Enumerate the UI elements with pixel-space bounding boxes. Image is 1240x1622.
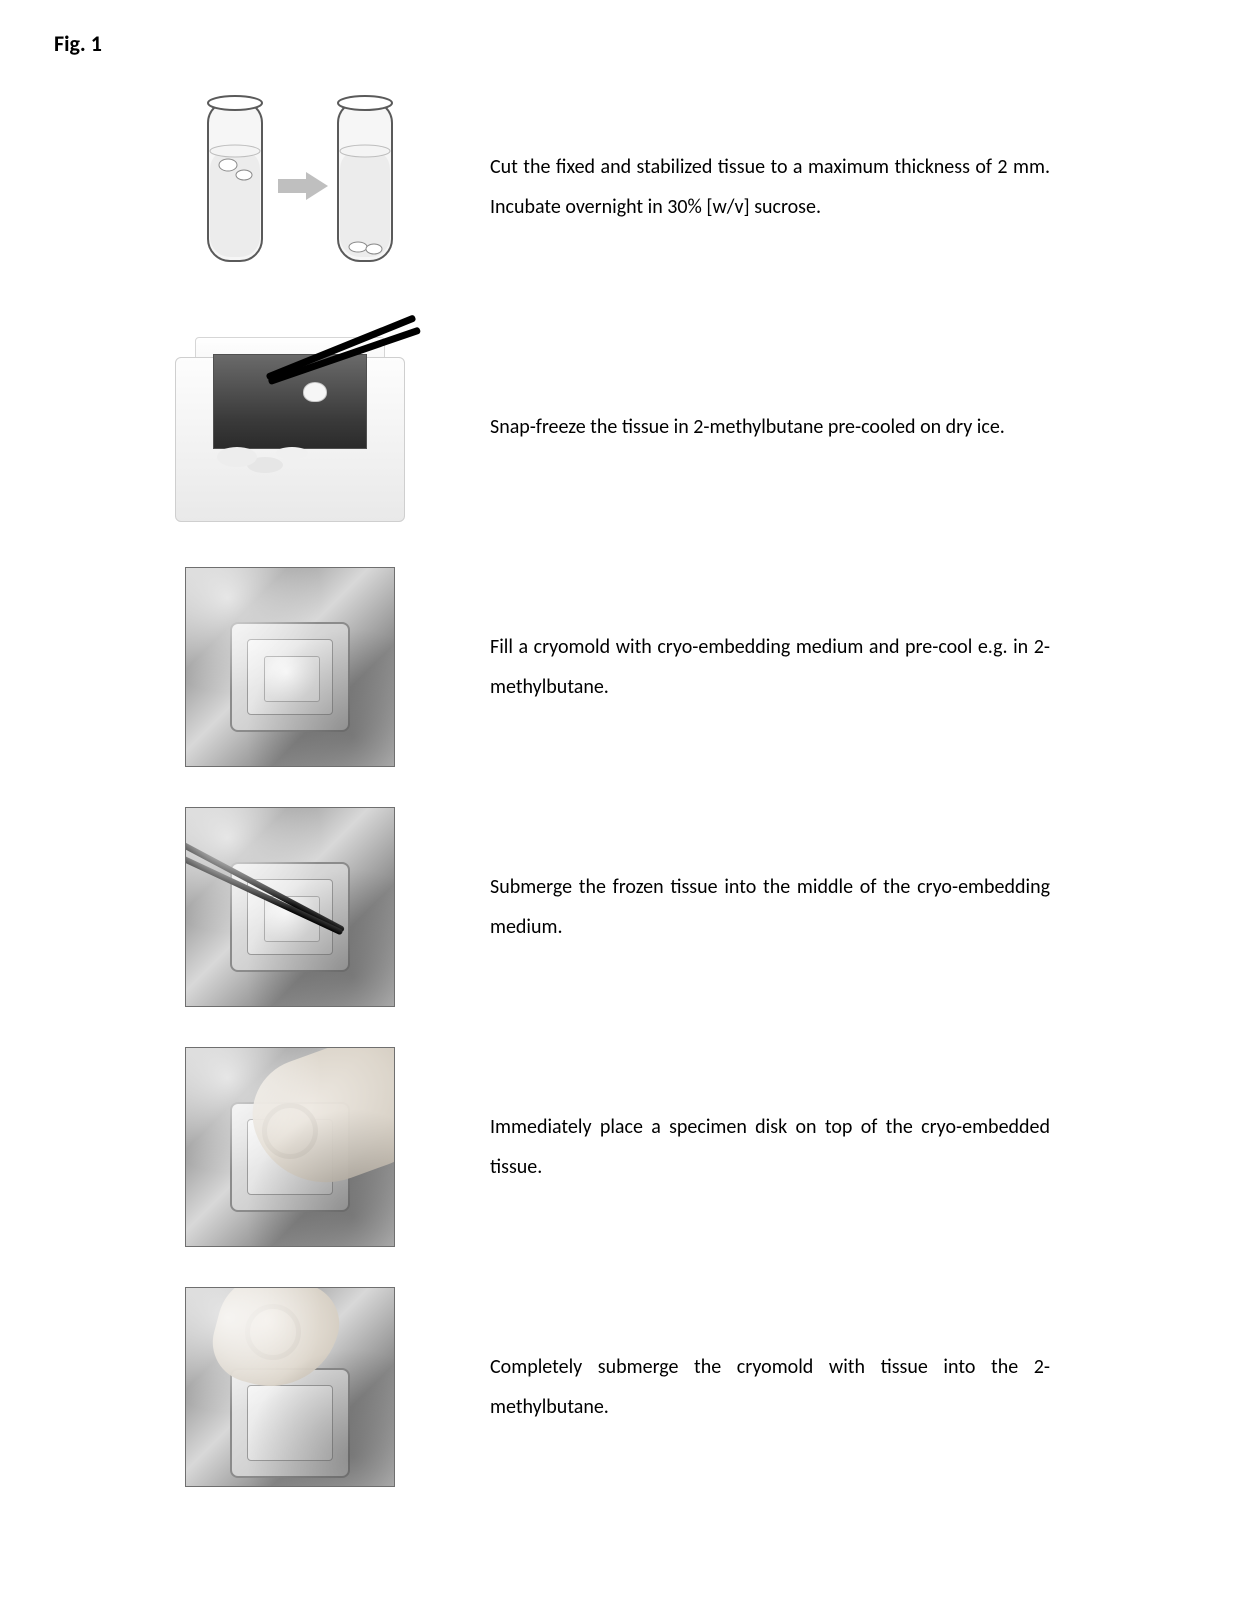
forceps-icon (185, 838, 345, 932)
styrofoam-box-icon (165, 332, 415, 522)
photo-cryomold-filled (185, 567, 395, 767)
cryomold-icon (230, 622, 350, 732)
step-6: Completely submerge the cryomold with ti… (160, 1287, 1190, 1487)
step-4: Submerge the frozen tissue into the midd… (160, 807, 1190, 1007)
cryomold-icon (230, 1368, 350, 1478)
cryomold-icon (230, 862, 350, 972)
step-1-illustration (160, 87, 420, 287)
step-3: Fill a cryomold with cryo-embedding medi… (160, 567, 1190, 767)
cryomold-icon (230, 1102, 350, 1212)
step-6-text: Completely submerge the cryomold with ti… (490, 1347, 1050, 1427)
photo-place-disk (185, 1047, 395, 1247)
specimen-disk-icon (262, 1103, 318, 1159)
step-1-text: Cut the fixed and stabilized tissue to a… (490, 147, 1050, 227)
step-3-illustration (160, 567, 420, 767)
step-2-illustration (160, 327, 420, 527)
gloved-hand-icon (204, 1287, 348, 1402)
photo-insert-tissue (185, 807, 395, 1007)
step-2: Snap-freeze the tissue in 2-methylbutane… (160, 327, 1190, 527)
gloved-hand-icon (237, 1047, 395, 1203)
step-1: Cut the fixed and stabilized tissue to a… (160, 87, 1190, 287)
steps-container: Cut the fixed and stabilized tissue to a… (160, 87, 1190, 1487)
step-6-illustration (160, 1287, 420, 1487)
step-5-illustration (160, 1047, 420, 1247)
step-4-illustration (160, 807, 420, 1007)
step-4-text: Submerge the frozen tissue into the midd… (490, 867, 1050, 947)
step-2-text: Snap-freeze the tissue in 2-methylbutane… (490, 407, 1050, 447)
figure-title: Fig. 1 (54, 30, 1190, 57)
step-5: Immediately place a specimen disk on top… (160, 1047, 1190, 1247)
step-3-text: Fill a cryomold with cryo-embedding medi… (490, 627, 1050, 707)
step-5-text: Immediately place a specimen disk on top… (490, 1107, 1050, 1187)
tubes-svg (160, 87, 420, 287)
photo-submerge-cryomold (185, 1287, 395, 1487)
specimen-disk-icon (245, 1304, 301, 1360)
